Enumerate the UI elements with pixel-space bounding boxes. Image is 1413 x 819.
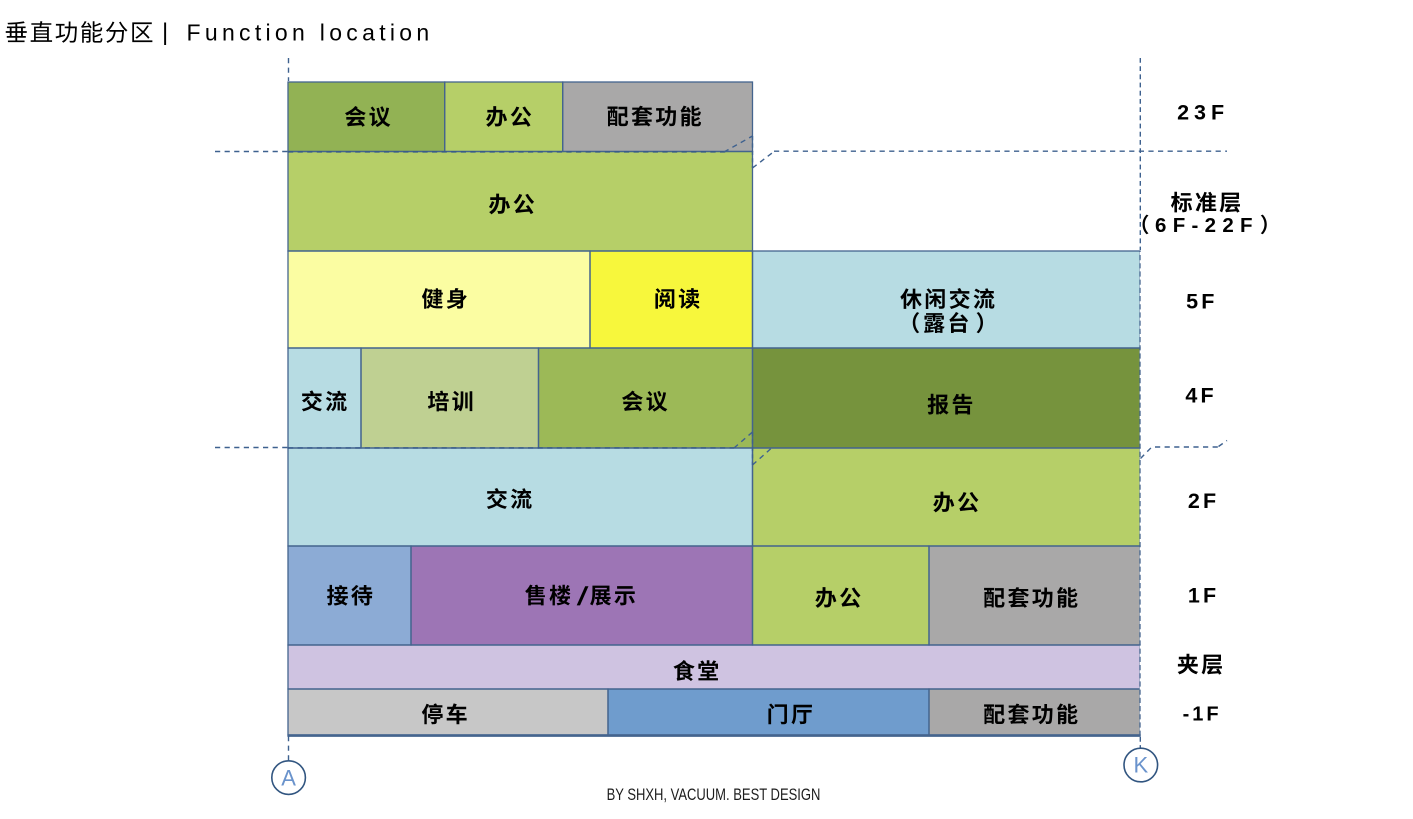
svg-text:5F: 5F <box>1186 289 1218 313</box>
svg-text:Function location: Function location <box>187 19 434 45</box>
svg-text:4F: 4F <box>1185 384 1217 408</box>
svg-text:1F: 1F <box>1188 584 1220 608</box>
svg-text:|: | <box>162 19 168 46</box>
svg-text:-1F: -1F <box>1183 704 1222 726</box>
svg-text:K: K <box>1133 753 1148 778</box>
svg-text:BY SHXH, VACUUM. BEST DESIGN: BY SHXH, VACUUM. BEST DESIGN <box>607 785 821 804</box>
svg-text:23F: 23F <box>1177 100 1229 124</box>
svg-text:6F-22F: 6F-22F <box>1155 214 1259 237</box>
svg-text:2F: 2F <box>1188 489 1220 513</box>
svg-text:A: A <box>281 765 296 790</box>
